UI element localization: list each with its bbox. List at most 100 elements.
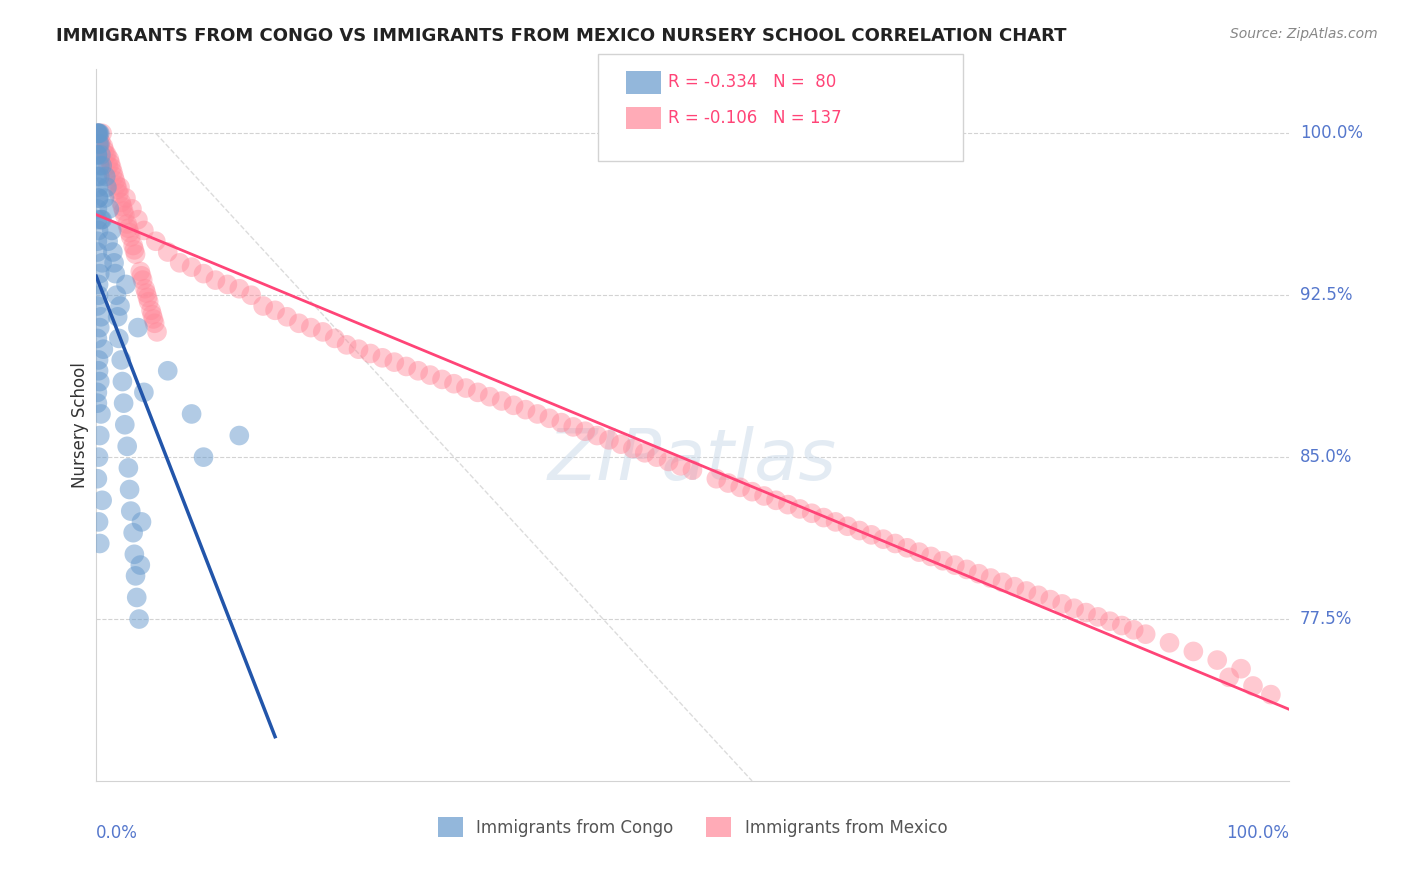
Point [131,273,153,287]
Point [100,156,122,170]
Point [87,450,110,464]
Point [121,202,143,216]
Point [765,493,787,508]
Point [86,169,108,184]
Point [896,541,918,555]
Point [122,525,145,540]
Point [89,137,111,152]
Point [86,148,108,162]
Point [752,489,775,503]
Point [264,303,287,318]
Point [89,320,111,334]
Point [621,442,644,456]
Point [312,325,335,339]
Point [89,159,111,173]
Point [932,554,955,568]
Point [228,428,250,442]
Point [98,152,121,166]
Point [800,506,823,520]
Point [288,316,311,330]
Point [156,364,179,378]
Point [550,416,572,430]
Point [127,212,149,227]
Point [139,303,162,318]
Text: 77.5%: 77.5% [1301,610,1353,628]
Point [789,502,811,516]
Point [128,612,150,626]
Point [104,267,127,281]
Point [91,493,114,508]
Point [90,407,112,421]
Point [118,226,141,240]
Point [502,398,524,412]
Point [89,169,111,184]
Point [90,148,112,162]
Text: 100.0%: 100.0% [1301,124,1362,143]
Point [111,200,134,214]
Point [956,562,979,576]
Point [127,320,149,334]
Point [104,174,127,188]
Point [125,591,148,605]
Point [1122,623,1144,637]
Point [478,390,501,404]
Point [1159,636,1181,650]
Point [103,256,125,270]
Point [87,191,110,205]
Point [86,202,108,216]
Point [86,126,108,140]
Point [86,472,108,486]
Point [682,463,704,477]
Point [96,148,118,162]
Point [658,454,681,468]
Point [526,407,548,421]
Point [87,130,110,145]
Point [204,273,226,287]
Point [108,299,131,313]
Point [1026,588,1049,602]
Point [89,536,111,550]
Point [347,342,370,356]
Point [117,461,139,475]
Point [107,310,129,324]
Point [91,139,114,153]
Point [1039,592,1062,607]
Text: IMMIGRANTS FROM CONGO VS IMMIGRANTS FROM MEXICO NURSERY SCHOOL CORRELATION CHART: IMMIGRANTS FROM CONGO VS IMMIGRANTS FROM… [56,27,1067,45]
Point [87,137,110,152]
Point [1218,670,1240,684]
Point [146,325,169,339]
Point [669,458,692,473]
Point [94,169,117,184]
Point [105,288,128,302]
Point [105,178,128,193]
Point [704,472,727,486]
Point [89,126,111,140]
Point [538,411,561,425]
Point [776,498,799,512]
Point [1087,610,1109,624]
Point [122,238,145,252]
Point [91,126,114,140]
Point [124,547,146,561]
Point [118,483,141,497]
Point [991,575,1014,590]
Point [574,424,596,438]
Point [1004,580,1026,594]
Point [920,549,942,564]
Point [467,385,489,400]
Point [86,126,108,140]
Point [1063,601,1085,615]
Point [240,288,263,302]
Point [382,355,405,369]
Point [884,536,907,550]
Point [93,191,115,205]
Text: Source: ZipAtlas.com: Source: ZipAtlas.com [1230,27,1378,41]
Point [180,260,202,274]
Point [908,545,931,559]
Point [112,204,135,219]
Point [87,364,110,378]
Point [598,433,620,447]
Point [193,450,215,464]
Point [111,375,134,389]
Point [98,202,121,216]
